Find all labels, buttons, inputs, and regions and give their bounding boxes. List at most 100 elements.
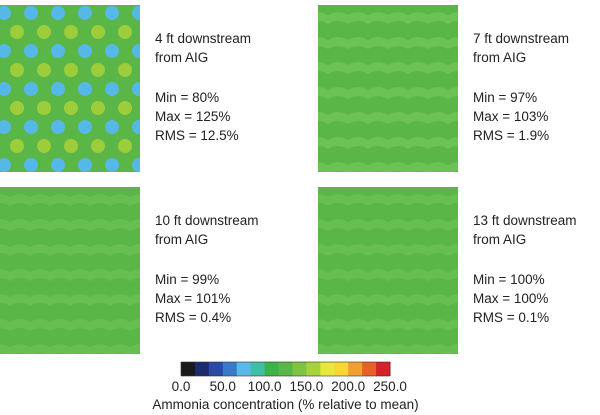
blob — [105, 6, 119, 20]
panel-stat: Min = 80% — [155, 90, 219, 105]
colorbar-segment — [292, 362, 307, 376]
colorbar-segment — [222, 362, 238, 376]
panel-stat: Min = 99% — [155, 272, 219, 287]
colorbar-tick-label: 100.0 — [248, 379, 282, 394]
blob — [132, 120, 140, 134]
blob — [118, 101, 132, 115]
blob — [78, 6, 92, 20]
panel-content — [318, 5, 458, 172]
panel-stat: Max = 100% — [473, 291, 548, 306]
blob — [0, 6, 11, 20]
blob — [105, 158, 119, 172]
colorbar-segment — [320, 362, 335, 376]
blob — [37, 25, 51, 39]
blob — [37, 101, 51, 115]
blob — [24, 82, 38, 96]
blob — [24, 44, 38, 58]
wave-band — [0, 244, 140, 256]
blob — [0, 120, 11, 134]
blob — [0, 82, 11, 96]
blob — [105, 120, 119, 134]
blob — [37, 139, 51, 153]
colorbar-segment — [334, 362, 349, 376]
panel-title: from AIG — [155, 50, 208, 65]
colorbar-segment — [194, 362, 210, 376]
colorbar-tick-label: 50.0 — [210, 379, 236, 394]
blob — [78, 82, 92, 96]
wave-band — [0, 344, 140, 354]
blob — [64, 101, 78, 115]
colorbar-tick-label: 0.0 — [172, 379, 191, 394]
panel-title: 10 ft downstream — [155, 213, 259, 228]
colorbar-segment — [362, 362, 377, 376]
blob — [105, 44, 119, 58]
blob — [145, 63, 159, 77]
blob — [51, 6, 65, 20]
colorbar-segment — [278, 362, 293, 376]
blob — [91, 25, 105, 39]
panel-stat: RMS = 0.1% — [473, 310, 549, 325]
blob — [51, 120, 65, 134]
panel-stat: Max = 101% — [155, 291, 230, 306]
wave-band — [318, 37, 458, 49]
blob — [132, 82, 140, 96]
wave-band — [318, 137, 458, 149]
wave-band — [0, 194, 140, 206]
colorbar-segment — [181, 362, 196, 376]
panel-stat: Min = 97% — [473, 90, 537, 105]
blob — [10, 139, 24, 153]
wave-band — [318, 219, 458, 231]
panel-content — [318, 187, 458, 354]
panel-stat: RMS = 1.9% — [473, 128, 549, 143]
blob — [24, 6, 38, 20]
panel-stat: Max = 125% — [155, 109, 230, 124]
blob — [0, 158, 11, 172]
colorbar-segment — [264, 362, 280, 376]
wave-band — [318, 112, 458, 124]
blob — [64, 63, 78, 77]
panel-title: from AIG — [473, 50, 526, 65]
panel-content — [0, 187, 140, 354]
blob — [118, 139, 132, 153]
colorbar-segment — [250, 362, 266, 376]
blob — [64, 25, 78, 39]
wave-band — [318, 319, 458, 331]
panel-stat: Max = 103% — [473, 109, 548, 124]
blob — [37, 63, 51, 77]
blob — [91, 139, 105, 153]
colorbar-segment — [376, 362, 391, 376]
contour-panel — [318, 5, 458, 172]
contour-panel — [318, 187, 458, 354]
wave-band — [318, 269, 458, 281]
panel-stat: RMS = 12.5% — [155, 128, 239, 143]
panel-title: from AIG — [155, 232, 208, 247]
colorbar-tick-label: 200.0 — [331, 379, 365, 394]
wave-band — [318, 344, 458, 354]
blob — [78, 158, 92, 172]
blob — [24, 158, 38, 172]
blob — [132, 6, 140, 20]
panel-stat: Min = 100% — [473, 272, 545, 287]
blob — [24, 120, 38, 134]
colorbar-segment — [208, 362, 224, 376]
blob — [78, 120, 92, 134]
wave-band — [318, 162, 458, 172]
blob — [10, 63, 24, 77]
panel-title: 4 ft downstream — [155, 31, 251, 46]
blob — [78, 44, 92, 58]
contour-panel — [0, 187, 140, 354]
wave-band — [318, 62, 458, 74]
colorbar-segment — [306, 362, 321, 376]
colorbar-tick-label: 250.0 — [373, 379, 407, 394]
colorbar-frame — [180, 361, 391, 377]
blob — [51, 82, 65, 96]
colorbar-label: Ammonia concentration (% relative to mea… — [152, 397, 418, 412]
wave-band — [318, 194, 458, 206]
blob — [132, 158, 140, 172]
colorbar-segment — [236, 362, 252, 376]
panel-stat: RMS = 0.4% — [155, 310, 231, 325]
panel-content — [0, 5, 159, 172]
blob — [91, 101, 105, 115]
blob — [10, 25, 24, 39]
blob — [118, 25, 132, 39]
